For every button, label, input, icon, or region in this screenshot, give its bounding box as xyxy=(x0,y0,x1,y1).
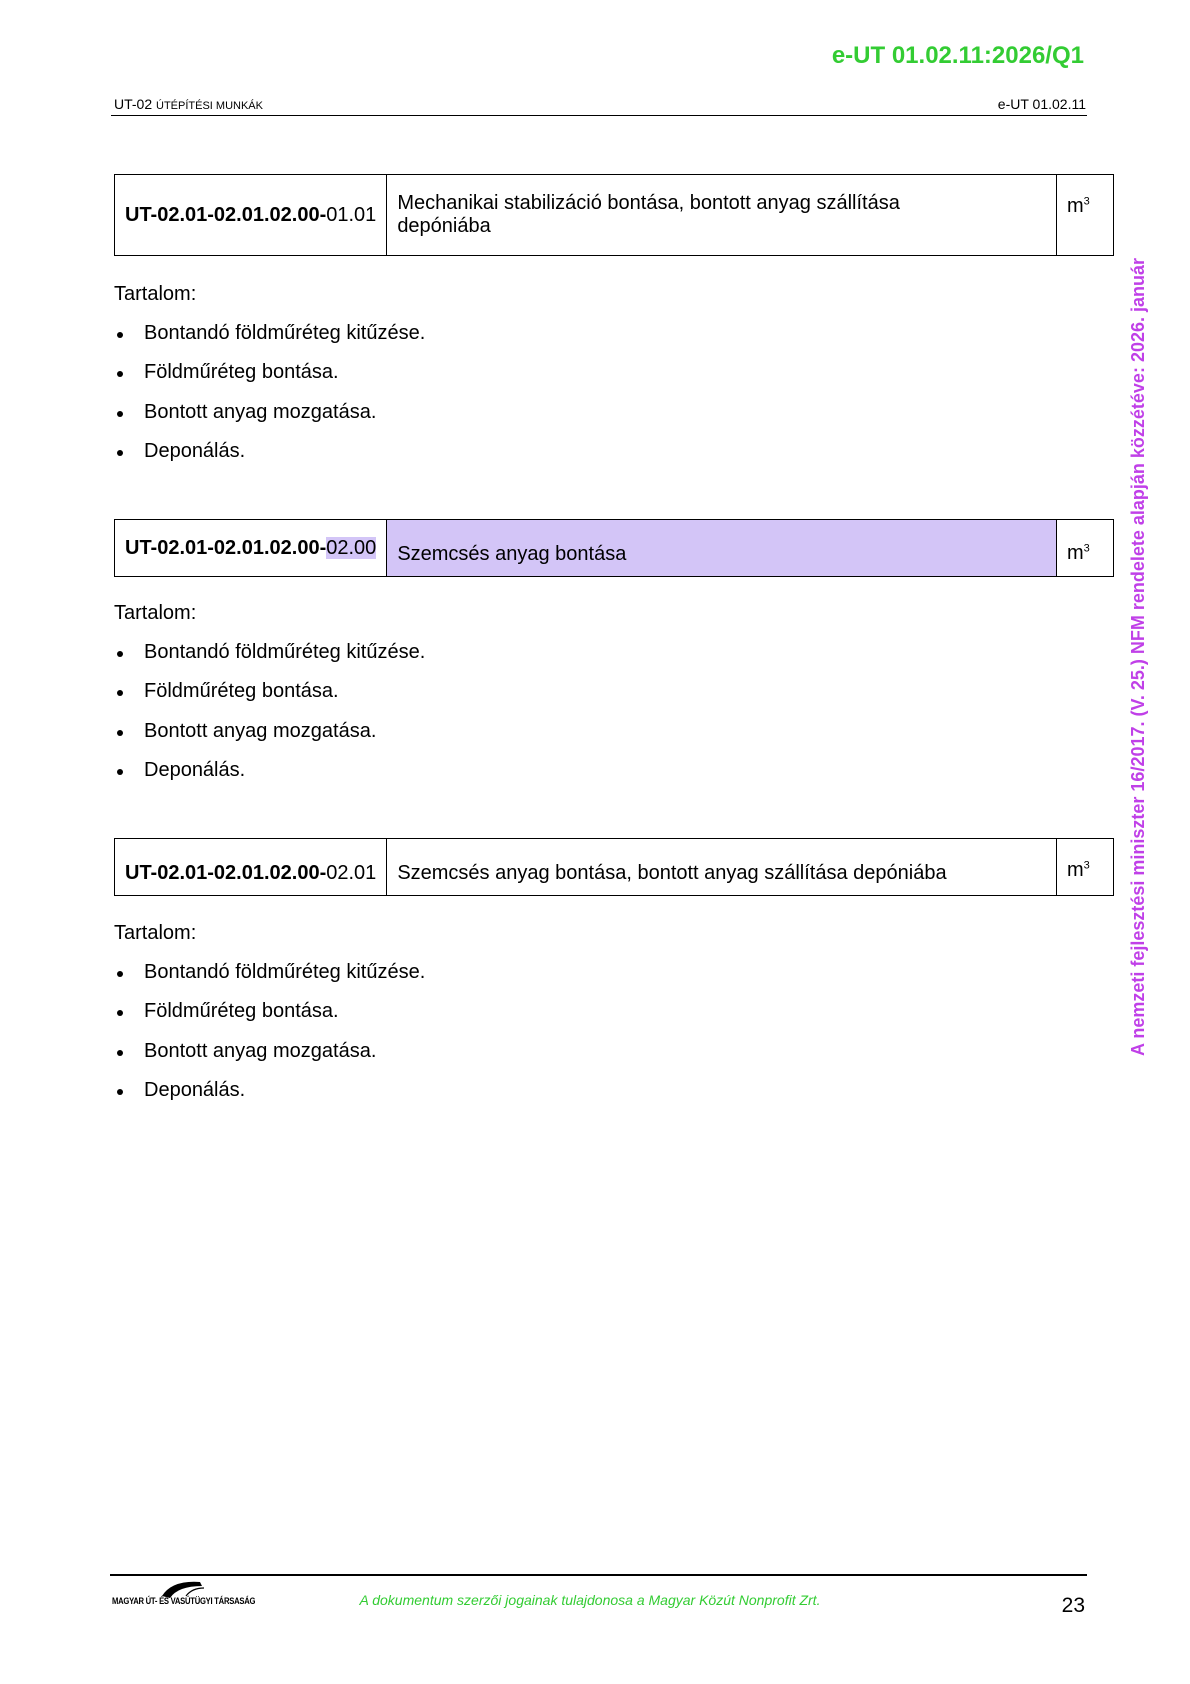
list-item: Bontott anyag mozgatása. xyxy=(114,720,425,759)
list-item: Deponálás. xyxy=(114,440,425,479)
header-rule xyxy=(111,115,1087,116)
content-list: Bontandó földműréteg kitűzése. Földműrét… xyxy=(114,641,425,798)
section-title: ÚTÉPÍTÉSI MUNKÁK xyxy=(156,100,263,112)
item-description: Szemcsés anyag bontása, bontott anyag sz… xyxy=(386,838,1057,896)
section-header: UT-02 ÚTÉPÍTÉSI MUNKÁK xyxy=(114,96,263,112)
list-item: Földműréteg bontása. xyxy=(114,361,425,400)
road-arc-icon xyxy=(162,1581,205,1598)
logo-text: MAGYAR ÚT- ÉS VASÚTÜGYI TÁRSASÁG xyxy=(112,1596,256,1606)
item-unit: m3 xyxy=(1056,174,1114,256)
document-id: e-UT 01.02.11:2026/Q1 xyxy=(831,42,1084,69)
item-code: UT-02.01-02.01.02.00-01.01 xyxy=(113,174,388,256)
item-code: UT-02.01-02.01.02.00-02.01 xyxy=(113,838,388,896)
item-table: UT-02.01-02.01.02.00-02.01 Szemcsés anya… xyxy=(113,838,1114,896)
footer-rule xyxy=(110,1574,1087,1576)
content-label: Tartalom: xyxy=(114,922,197,944)
content-list: Bontandó földműréteg kitűzése. Földműrét… xyxy=(114,961,425,1118)
page-number: 23 xyxy=(1061,1594,1085,1617)
list-item: Bontandó földműréteg kitűzése. xyxy=(114,322,425,361)
document-short-id: e-UT 01.02.11 xyxy=(997,96,1086,112)
item-description: Mechanikai stabilizáció bontása, bontott… xyxy=(386,174,1057,256)
content-list: Bontandó földműréteg kitűzése. Földműrét… xyxy=(114,322,425,479)
list-item: Földműréteg bontása. xyxy=(114,1000,425,1039)
item-table: UT-02.01-02.01.02.00-02.00 Szemcsés anya… xyxy=(113,519,1114,577)
list-item: Bontott anyag mozgatása. xyxy=(114,1040,425,1079)
item-unit: m3 xyxy=(1056,519,1114,577)
item-unit: m3 xyxy=(1056,838,1114,896)
list-item: Bontott anyag mozgatása. xyxy=(114,401,425,440)
content-label: Tartalom: xyxy=(114,602,197,624)
content-label: Tartalom: xyxy=(114,283,197,305)
list-item: Deponálás. xyxy=(114,1079,425,1118)
society-logo: MAGYAR ÚT- ÉS VASÚTÜGYI TÁRSASÁG xyxy=(112,1576,262,1616)
list-item: Bontandó földműréteg kitűzése. xyxy=(114,961,425,1000)
publication-watermark: A nemzeti fejlesztési miniszter 16/2017.… xyxy=(1128,257,1148,1056)
list-item: Bontandó földműréteg kitűzése. xyxy=(114,641,425,680)
list-item: Földműréteg bontása. xyxy=(114,680,425,719)
item-code: UT-02.01-02.01.02.00-02.00 xyxy=(113,519,388,577)
item-description: Szemcsés anyag bontása xyxy=(386,519,1057,577)
item-table: UT-02.01-02.01.02.00-01.01 Mechanikai st… xyxy=(113,174,1114,256)
section-prefix: UT-02 xyxy=(114,96,157,112)
copyright-notice: A dokumentum szerzői jogainak tulajdonos… xyxy=(359,1592,821,1608)
list-item: Deponálás. xyxy=(114,759,425,798)
